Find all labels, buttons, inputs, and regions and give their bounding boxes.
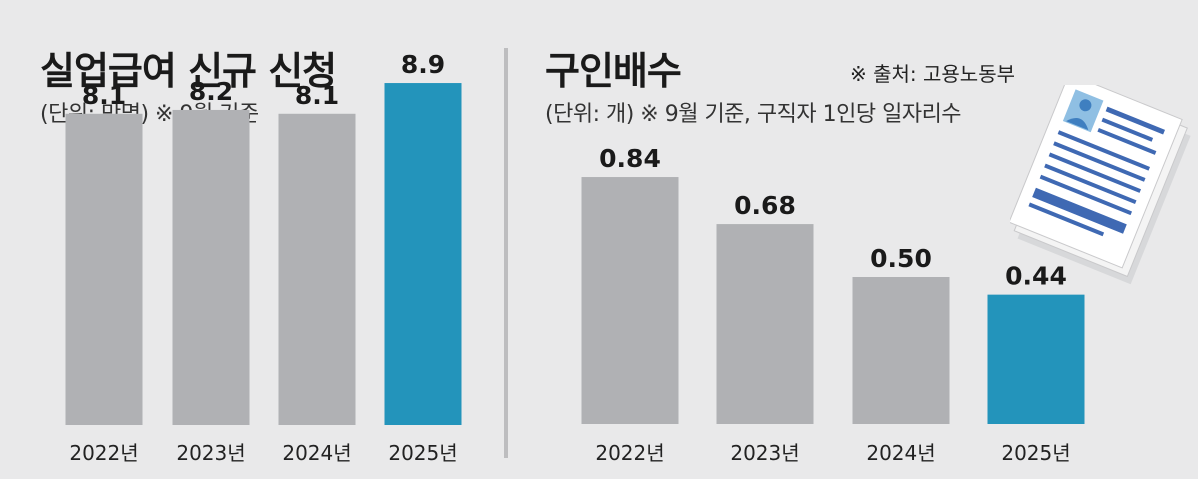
panel-divider <box>504 48 508 458</box>
right-bar-value-label-1: 0.68 <box>734 191 796 220</box>
source-note: ※ 출처: 고용노동부 <box>850 62 1016 86</box>
right-bar-0 <box>581 177 679 424</box>
right-bar-value-label-3: 0.44 <box>1005 262 1067 291</box>
right-chart-title: 구인배수 <box>545 49 682 93</box>
right-x-tick-label-0: 2022년 <box>595 441 664 465</box>
left-bar-3 <box>384 83 462 425</box>
right-chart-subtitle: (단위: 개) ※ 9월 기준, 구직자 1인당 일자리수 <box>545 102 962 127</box>
resume-document-icon <box>1010 85 1191 285</box>
right-bar-value-label-0: 0.84 <box>599 144 661 173</box>
right-x-tick-label-1: 2023년 <box>730 441 799 465</box>
right-x-tick-label-2: 2024년 <box>866 441 935 465</box>
right-chart-panel: 구인배수 (단위: 개) ※ 9월 기준, 구직자 1인당 일자리수 ※ 출처:… <box>515 0 1198 479</box>
left-bar-2 <box>278 113 356 425</box>
right-bar-3 <box>987 294 1085 424</box>
right-bar-2 <box>852 277 950 424</box>
left-bar-0 <box>65 113 143 425</box>
right-x-tick-label-3: 2025년 <box>1001 441 1070 465</box>
left-x-tick-label-2: 2024년 <box>282 441 351 465</box>
left-bar-value-label-0: 8.1 <box>82 81 126 110</box>
left-bar-1 <box>172 109 250 426</box>
right-bar-1 <box>716 224 814 424</box>
left-x-tick-label-3: 2025년 <box>388 441 457 465</box>
left-x-tick-label-1: 2023년 <box>176 441 245 465</box>
left-bar-value-label-3: 8.9 <box>401 50 445 79</box>
left-chart-title: 실업급여 신규 신청 <box>40 49 337 93</box>
left-bar-value-label-1: 8.2 <box>189 77 233 106</box>
left-x-tick-label-0: 2022년 <box>69 441 138 465</box>
right-bar-value-label-2: 0.50 <box>870 244 932 273</box>
left-bar-value-label-2: 8.1 <box>295 81 339 110</box>
